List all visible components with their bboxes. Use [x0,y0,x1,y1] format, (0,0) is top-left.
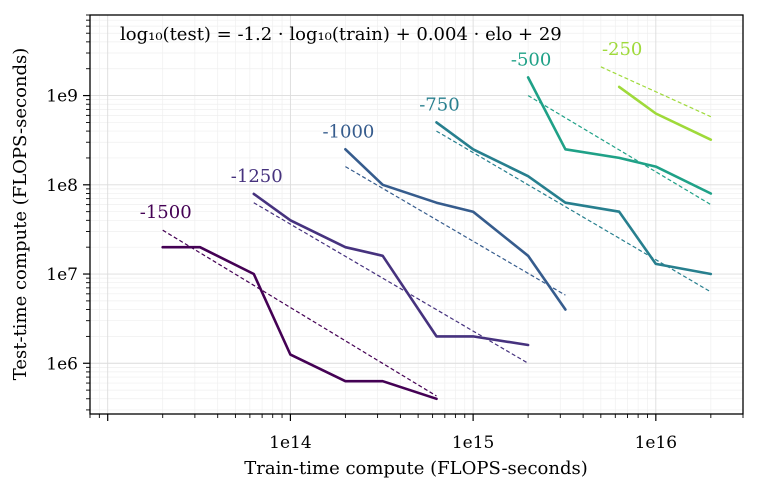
plot-frame [89,14,744,415]
series-label--1500: -1500 [140,202,192,223]
series-label--750: -750 [419,94,459,115]
series-line--1500 [161,245,438,401]
series-line--750 [435,121,713,276]
y-tick-label: 1e7 [46,265,78,285]
fit-line--1500 [162,229,437,397]
series-line--1250 [252,192,530,347]
y-tick-label: 1e9 [46,87,78,107]
y-axis-label: Test-time compute (FLOPS-seconds) [10,48,31,381]
fit-formula: log₁₀(test) = -1.2 · log₁₀(train) + 0.00… [120,24,562,45]
y-tick-label: 1e8 [46,176,78,196]
x-tick-label: 1e14 [269,433,312,453]
series-line--1000 [344,148,567,311]
series-label--1250: -1250 [231,166,283,187]
series-line--500 [526,76,713,195]
x-tick-label: 1e16 [635,433,678,453]
series-label--500: -500 [511,49,551,70]
minor-grid [89,14,744,414]
fit-line--750 [436,130,712,293]
tick-labels: 1e14 1e15 1e16 1e6 1e7 1e8 1e9 [46,87,677,453]
fit-line--500 [527,95,712,206]
series-label--1000: -1000 [322,121,374,142]
fit-line--250 [600,66,712,118]
y-tick-label: 1e6 [46,354,78,374]
series-label--250: -250 [602,39,642,60]
fit-line--1000 [345,166,566,296]
axis-ticks [83,14,744,421]
x-tick-label: 1e15 [452,433,495,453]
series-layer: -1500 -1250 -1000 -750 -500 -250 [140,39,713,401]
major-grid [90,15,743,414]
fit-line--1250 [253,202,529,364]
series-line--250 [617,85,713,141]
x-axis-label: Train-time compute (FLOPS-seconds) [244,458,588,479]
